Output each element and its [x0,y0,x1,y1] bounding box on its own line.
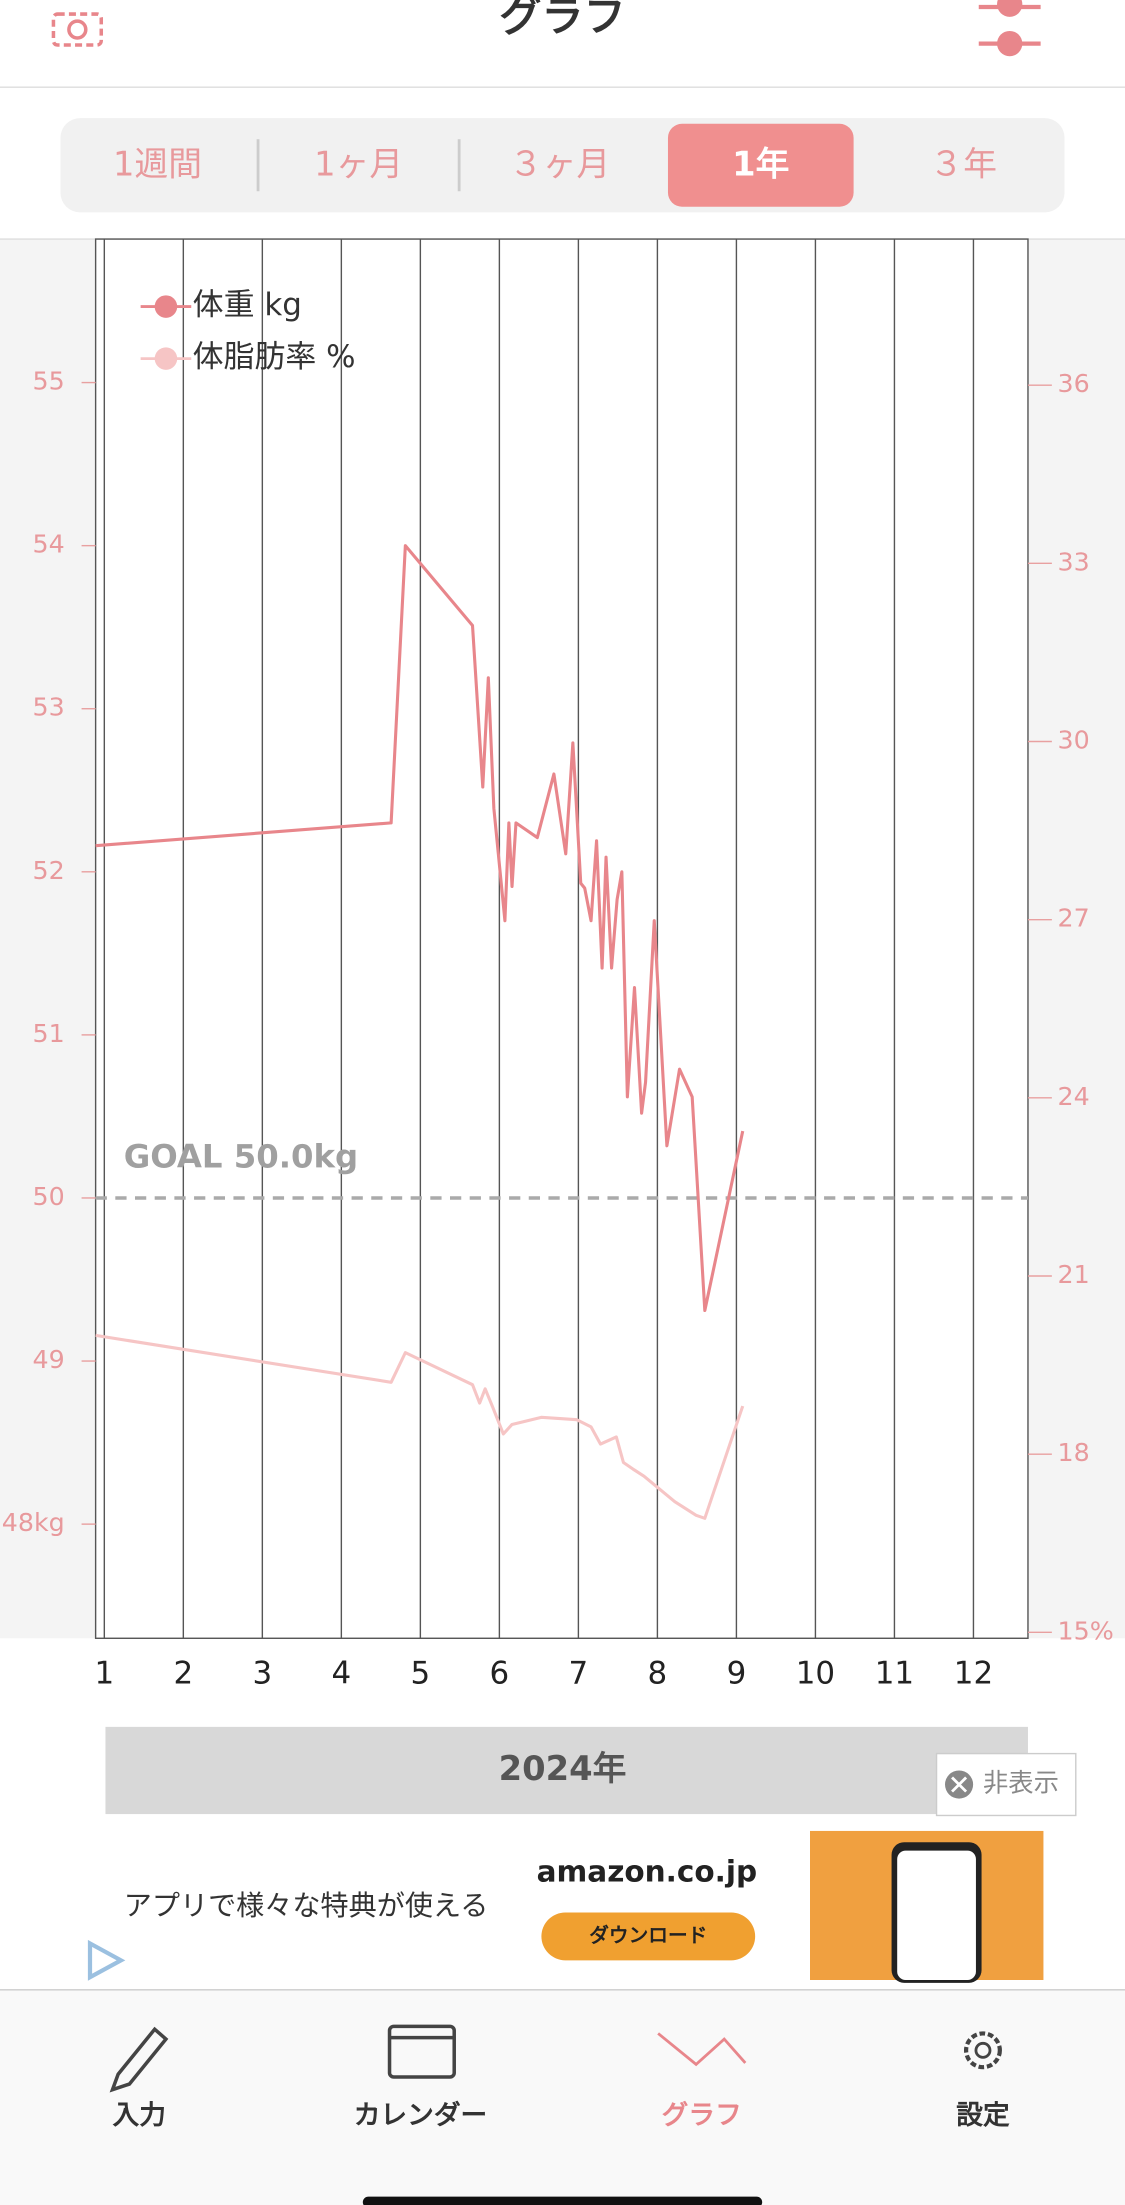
y-tick-label: 49 [32,1345,64,1374]
header-title: グラフ [499,0,626,41]
y-tick-label: 54 [32,530,64,559]
ad-text: アプリで様々な特典が使える [124,1889,489,1922]
hide-ad-button[interactable]: 非表示 [935,1752,1077,1817]
x-tick-label: 5 [411,1655,431,1691]
series-line [95,1333,745,1520]
tab[interactable]: 1週間 [113,144,202,183]
y-tick-label: 50 [32,1182,64,1211]
camera-lens [67,19,88,40]
filter-button[interactable] [978,0,1041,57]
ad-button-label: ダウンロード [589,1924,707,1947]
y2-tick-label: 15% [1058,1616,1114,1645]
ad-phone-screen [897,1850,976,1980]
nav-item[interactable]: 入力 [113,2100,166,2131]
x-tick-label: 8 [648,1655,668,1691]
right-gutter [1027,239,1125,1639]
tab[interactable]: 1ヶ月 [314,144,403,183]
ad-banner[interactable]: アプリで様々な特典が使える amazon.co.jp ダウンロード [87,1830,1044,1983]
ad-choices-icon [87,1939,126,1981]
x-tick-label: 9 [727,1655,747,1691]
tabs: 1週間 1ヶ月 ３ヶ月 1年 ３年 [113,123,998,207]
nav-item[interactable]: 設定 [956,2100,1010,2131]
y-tick-label: 55 [32,367,64,396]
y2-tick-label: 21 [1058,1260,1090,1289]
hide-ad-cross [951,1776,968,1793]
y2-tick-label: 36 [1058,369,1090,398]
x-tick-label: 7 [569,1655,589,1691]
slider-knob [997,30,1023,57]
bottom-nav [0,1989,1125,2205]
camera-icon [51,12,104,47]
y2-tick-label: 30 [1058,725,1090,754]
hide-ad-label: 非表示 [983,1769,1059,1798]
y-tick-label: 52 [32,856,64,885]
ad-button[interactable] [541,1912,756,1961]
calendar-icon [387,2024,456,2079]
y-tick-label: 53 [32,693,64,722]
x-tick-label: 12 [954,1655,993,1691]
legend-marker [154,295,178,318]
nav-items: 入力 カレンダー グラフ 設定 [113,2100,1010,2131]
pencil-icon [109,2026,169,2093]
gear-icon [963,2031,1002,2070]
y2-tick-label: 18 [1058,1438,1090,1467]
nav-item[interactable]: カレンダー [354,2100,488,2131]
tab[interactable]: ３ヶ月 [509,144,610,183]
legend-label: 体重 kg [193,287,302,323]
x-tick-label: 10 [796,1655,835,1691]
gear-icon-center [974,2041,992,2059]
y2-tick-label: 33 [1058,547,1090,576]
x-tick-label: 6 [490,1655,510,1691]
header [0,0,1125,88]
y2-tick-label: 24 [1058,1082,1090,1111]
plot-area [94,238,1029,1639]
ad-brand: amazon.co.jp [537,1855,758,1889]
legend-marker [154,347,178,370]
slider-knob [997,0,1023,17]
x-tick-label: 3 [252,1655,272,1691]
chart: 1 2 3 4 5 6 7 8 9 10 11 1248kg4950515253545515%1821… [2,239,1114,1691]
x-tick-label: 4 [332,1655,352,1691]
goal-label: GOAL 50.0kg [124,1138,358,1176]
camera-button[interactable] [51,12,104,47]
x-tick-label: 11 [875,1655,914,1691]
tab-selected-bg [667,123,854,207]
year-bar [105,1726,1028,1815]
home-indicator [362,2196,763,2205]
x-tick-label: 1 [94,1655,114,1691]
y-tick-label: 51 [32,1019,64,1048]
series-line [95,544,745,1313]
year-label: 2024年 [499,1749,627,1788]
tab[interactable]: 1年 [732,144,789,183]
graph-icon [657,2032,747,2067]
tab[interactable]: ３年 [930,144,998,183]
legend-label: 体脂肪率 % [193,339,356,375]
nav-item[interactable]: グラフ [662,2100,742,2131]
x-tick-label: 2 [173,1655,193,1691]
y-tick-label: 48kg [2,1508,65,1537]
left-gutter [0,239,96,1639]
y2-tick-label: 27 [1058,904,1090,933]
